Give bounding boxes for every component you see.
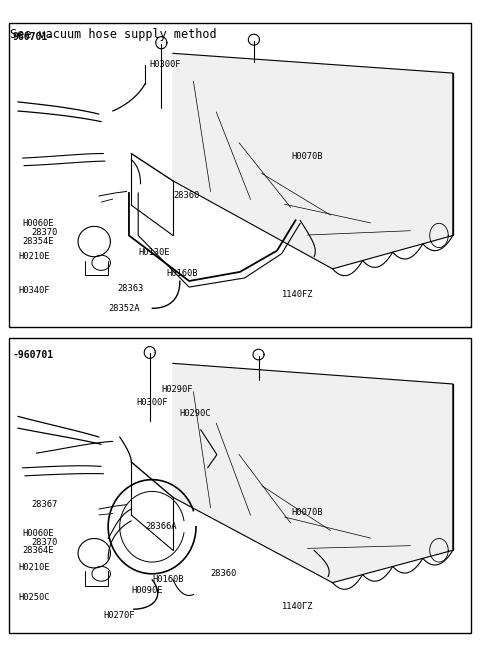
Text: H0160B: H0160B [152, 576, 183, 584]
Text: H0270F: H0270F [104, 610, 135, 620]
Text: -960701: -960701 [12, 350, 53, 360]
Polygon shape [173, 363, 453, 583]
Text: 28366A: 28366A [145, 522, 177, 532]
Text: H0210E: H0210E [18, 252, 49, 261]
Text: H0300F: H0300F [136, 398, 168, 407]
Bar [9, 338, 471, 633]
Text: H0090E: H0090E [131, 585, 163, 595]
Text: H0130E: H0130E [138, 248, 170, 258]
Text: H0290F: H0290F [161, 386, 193, 394]
Text: H0060E: H0060E [23, 530, 54, 538]
Text: 1140FZ: 1140FZ [282, 290, 313, 299]
Text: H0300F: H0300F [150, 60, 181, 70]
Text: 28367: 28367 [31, 500, 57, 509]
Text: H0290C: H0290C [180, 409, 211, 418]
Text: H0070B: H0070B [291, 152, 323, 161]
Text: H0250C: H0250C [18, 593, 49, 602]
Text: H0070B: H0070B [291, 507, 323, 516]
Text: 28370: 28370 [31, 537, 57, 547]
Text: 28363: 28363 [118, 284, 144, 293]
Text: 28354E: 28354E [23, 237, 54, 246]
Text: H0340F: H0340F [18, 286, 49, 294]
Text: 28370: 28370 [31, 228, 57, 237]
Text: 1140ΓZ: 1140ΓZ [282, 602, 313, 611]
Text: 28360: 28360 [210, 570, 236, 578]
Text: 28364E: 28364E [23, 546, 54, 555]
Text: H0160B: H0160B [166, 269, 197, 278]
Text: H0210E: H0210E [18, 564, 49, 572]
Bar [9, 23, 471, 327]
Text: 28360: 28360 [173, 191, 199, 200]
Text: 960701-: 960701- [12, 32, 53, 42]
Text: 28352A: 28352A [108, 304, 140, 313]
Polygon shape [173, 53, 453, 269]
Text: See vacuum hose supply method: See vacuum hose supply method [10, 28, 216, 41]
Text: H0060E: H0060E [23, 219, 54, 228]
